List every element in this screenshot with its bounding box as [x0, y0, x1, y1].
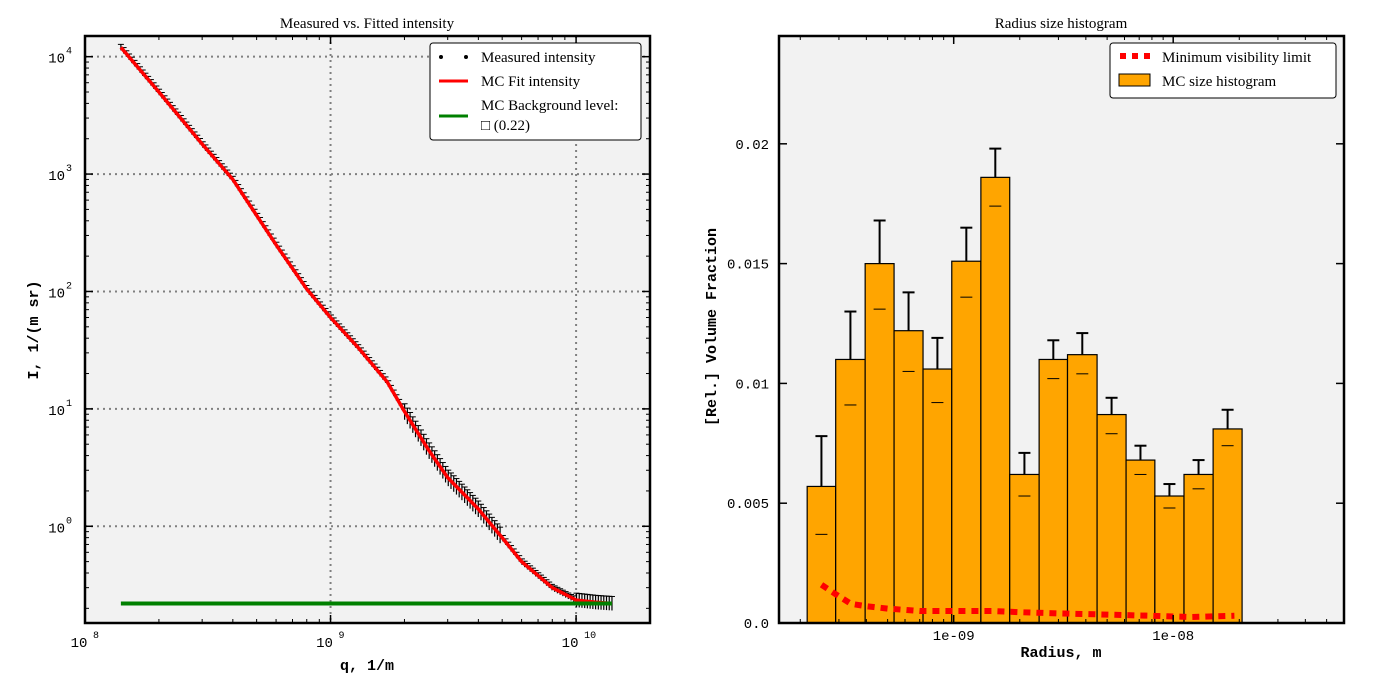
visibility-limit-line [819, 582, 1235, 621]
legend-right: Minimum visibility limit MC size histogr… [1109, 42, 1337, 99]
y-tick-label: 0.015 [727, 258, 769, 274]
legend-label-fit: MC Fit intensity [481, 74, 581, 90]
histogram-chart: Radius size histogram 1e-09 1e-08 0.0 0.00… [704, 16, 1346, 662]
histogram-bar [1154, 495, 1185, 624]
series-left [117, 43, 615, 611]
x-tick-labels-right: 1e-09 1e-08 [933, 629, 1195, 645]
legend-label-background: MC Background level: [481, 98, 618, 114]
y-tick-label: 10 [48, 521, 65, 537]
histogram-bar [864, 263, 895, 624]
histogram-bar [951, 260, 982, 624]
legend-swatch-histogram [1118, 73, 1151, 87]
legend-marker-measured-2 [464, 55, 468, 59]
x-tick-exponent: 9 [339, 631, 345, 642]
y-axis-label-left: I, 1/(m sr) [26, 280, 43, 379]
y-tick-exponent: 3 [66, 164, 72, 175]
histogram-bars [806, 147, 1243, 624]
y-tick-label: 0.005 [727, 497, 769, 513]
histogram-bar [893, 330, 924, 624]
x-tick-labels-left: 10 8 10 9 10 10 [71, 631, 597, 652]
intensity-chart: Measured vs. Fitted intensity 10 8 10 9 10 10… [26, 16, 652, 675]
histogram-bar [922, 368, 953, 624]
plot-frame-left [83, 34, 652, 625]
y-tick-label: 10 [48, 169, 65, 185]
histogram-bar [1096, 413, 1127, 624]
x-tick-label: 1e-09 [933, 629, 975, 645]
x-tick-label: 1e-08 [1152, 629, 1194, 645]
histogram-bar [1183, 473, 1214, 624]
y-tick-label: 10 [48, 286, 65, 302]
histogram-bar [806, 485, 837, 624]
y-tick-exponent: 2 [66, 281, 72, 292]
y-tick-exponent: 4 [66, 47, 72, 58]
x-tick-exponent: 8 [93, 631, 99, 642]
legend-label-background-value: □ (0.22) [481, 118, 530, 134]
legend-left: Measured intensity MC Fit intensity MC B… [429, 42, 642, 141]
y-tick-label: 0.0 [744, 617, 769, 633]
x-tick-exponent: 10 [584, 631, 596, 642]
histogram-bar [1212, 428, 1243, 624]
y-tick-label: 10 [48, 52, 65, 68]
y-tick-label: 10 [48, 404, 65, 420]
legend-label-histogram: MC size histogram [1162, 74, 1276, 90]
x-axis-label-right: Radius, m [1020, 645, 1101, 662]
histogram-bar [1009, 473, 1040, 624]
chart-title-right: Radius size histogram [995, 16, 1128, 32]
histogram-bar [1066, 354, 1098, 624]
x-tick-label: 10 [316, 636, 333, 652]
x-tick-label: 10 [562, 636, 579, 652]
y-tick-labels-right: 0.0 0.005 0.01 0.015 0.02 [727, 138, 769, 633]
legend-marker-measured [439, 55, 443, 59]
y-axis-label-right: [Rel.] Volume Fraction [704, 228, 721, 426]
histogram-bar [1038, 358, 1069, 624]
y-tick-label: 0.01 [735, 377, 769, 393]
visibility-limit-curve [819, 582, 1235, 621]
y-tick-exponent: 1 [66, 399, 72, 410]
histogram-bar [980, 176, 1011, 624]
plot-frame-right [777, 34, 1346, 625]
legend-box-right [1109, 42, 1337, 99]
legend-label-measured: Measured intensity [481, 50, 596, 66]
legend-label-limit: Minimum visibility limit [1162, 50, 1312, 66]
histogram-bar [1125, 459, 1156, 624]
y-tick-exponent: 0 [66, 516, 72, 527]
x-axis-label-left: q, 1/m [340, 658, 394, 675]
legend-box-left [429, 42, 642, 141]
y-tick-label: 0.02 [735, 138, 769, 154]
histogram-bar [835, 358, 866, 624]
chart-title-left: Measured vs. Fitted intensity [280, 16, 455, 32]
x-tick-label: 10 [71, 636, 88, 652]
fit-line [119, 46, 613, 606]
